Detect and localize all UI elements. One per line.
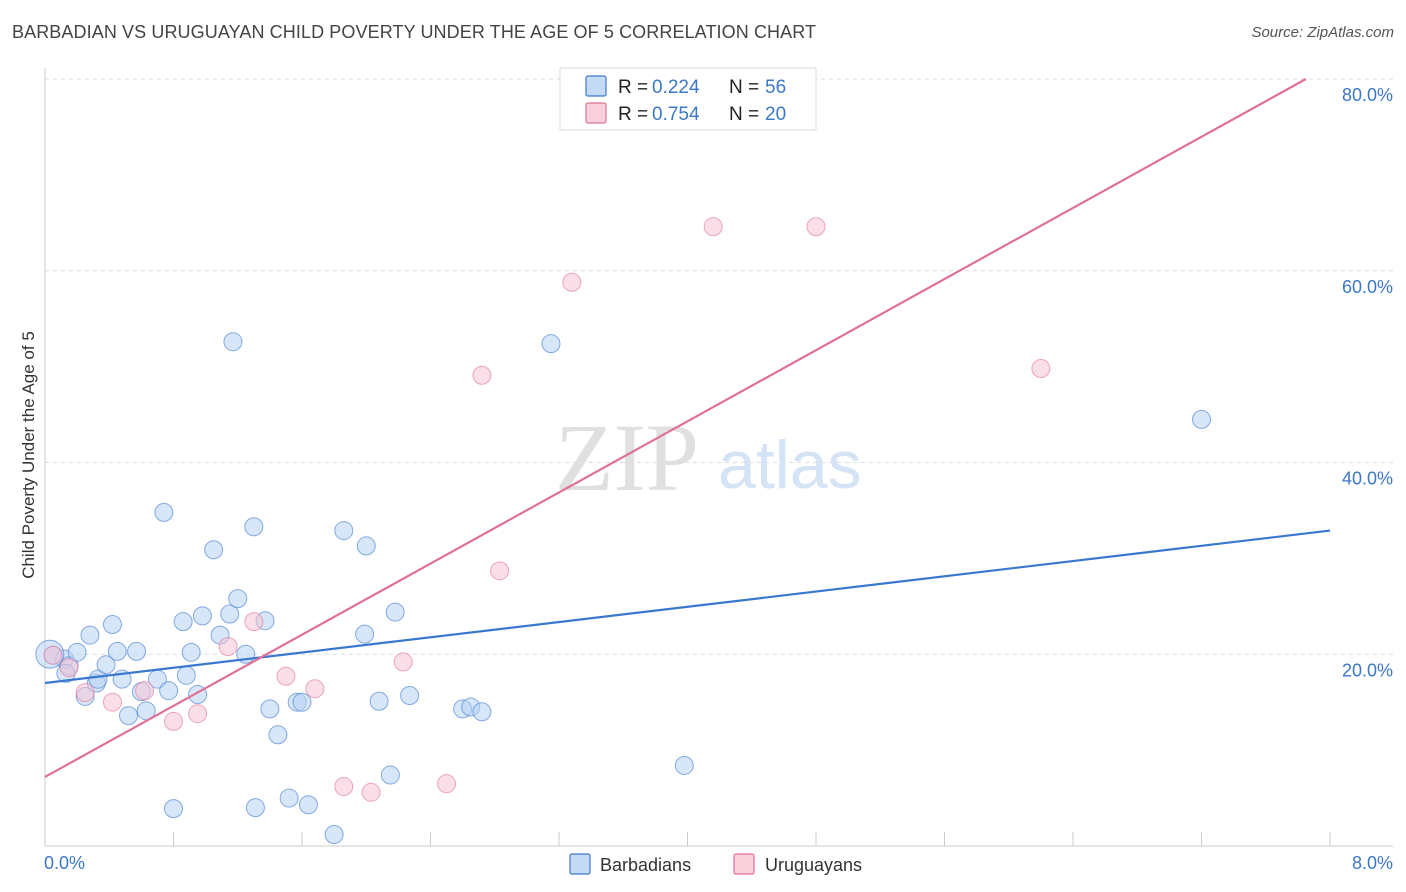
- barbadians-point: [119, 706, 139, 726]
- barbadians-point: [385, 602, 405, 622]
- watermark-zip: ZIP: [555, 404, 699, 511]
- barbadians-point: [268, 725, 288, 745]
- barbadians-point: [204, 540, 224, 560]
- barbadians-point: [244, 517, 264, 537]
- uruguayans-point: [490, 561, 510, 581]
- axes: [44, 68, 1393, 847]
- y-tick-label: 20.0%: [1342, 660, 1393, 680]
- bottom-legend-uruguayans: Uruguayans: [765, 855, 862, 875]
- barbadians-point: [380, 765, 400, 785]
- barbadians-point: [80, 625, 100, 645]
- legend-n-label-2: N =: [729, 104, 759, 125]
- series-legend: Barbadians Uruguayans: [569, 853, 862, 875]
- legend-n-label-1: N =: [729, 77, 759, 98]
- uruguayans-point: [218, 637, 238, 657]
- barbadians-point: [223, 332, 243, 352]
- uruguayans-point: [164, 711, 183, 731]
- x-tick-label: 8.0%: [1352, 853, 1393, 873]
- barbadians-point: [159, 681, 179, 701]
- legend-swatch-barbadians: [585, 75, 607, 97]
- source-credit: Source: ZipAtlas.com: [1251, 24, 1394, 41]
- uruguayans-point: [59, 658, 79, 678]
- barbadians-point: [173, 612, 193, 632]
- barbadians-point: [67, 642, 87, 662]
- uruguayans-point: [806, 217, 826, 237]
- barbadians-point: [298, 795, 318, 815]
- barbadians-point: [400, 685, 420, 705]
- legend-r-value-2: 0.754: [652, 104, 700, 125]
- barbadians-point: [674, 755, 694, 775]
- watermark-atlas: atlas: [718, 427, 862, 503]
- uruguayans-point: [102, 692, 122, 712]
- uruguayans-point: [276, 666, 296, 686]
- legend-r-label-2: R =: [618, 104, 648, 125]
- barbadians-point: [176, 665, 196, 685]
- uruguayans-point: [334, 777, 354, 797]
- barbadians-point: [292, 692, 312, 712]
- y-axis-label: Child Poverty Under the Age of 5: [19, 331, 38, 579]
- barbadians-point: [355, 624, 375, 644]
- uruguayans-point: [393, 652, 413, 672]
- uruguayans-point: [135, 681, 155, 701]
- barbadians-point: [102, 615, 122, 635]
- uruguayans-point: [437, 774, 457, 794]
- barbadians-point: [245, 798, 265, 818]
- barbadians-point: [324, 824, 344, 844]
- barbadians-point: [472, 702, 492, 722]
- uruguayans-point: [703, 217, 723, 237]
- barbadians-point: [369, 691, 389, 711]
- legend-n-value-2: 20: [765, 104, 786, 125]
- correlation-legend: R = 0.224 N = 56 R = 0.754 N = 20: [559, 67, 817, 131]
- barbadians-point: [107, 641, 127, 661]
- barbadians-point: [228, 589, 248, 609]
- uruguayans-point: [188, 704, 208, 724]
- watermark: ZIP atlas: [555, 404, 862, 511]
- barbadians-point: [181, 642, 201, 662]
- uruguayans-points: [43, 217, 1051, 802]
- uruguayans-trend-line: [44, 78, 1307, 778]
- uruguayans-point: [1031, 359, 1051, 379]
- y-tick-label: 60.0%: [1342, 277, 1393, 297]
- x-tick-label: 0.0%: [44, 853, 85, 873]
- legend-r-label-1: R =: [618, 77, 648, 98]
- bottom-legend-swatch-barbadians: [569, 853, 591, 875]
- legend-r-value-1: 0.224: [652, 77, 700, 98]
- gridlines: [45, 78, 1393, 655]
- barbadians-point: [541, 334, 561, 354]
- barbadians-point: [88, 669, 108, 689]
- barbadians-point: [334, 521, 354, 541]
- barbadians-point: [260, 699, 280, 719]
- y-tick-label: 40.0%: [1342, 469, 1393, 489]
- barbadians-point: [127, 641, 147, 661]
- tick-labels: 20.0% 40.0% 60.0% 80.0% 0.0% 8.0%: [44, 85, 1393, 873]
- uruguayans-point: [244, 612, 264, 632]
- legend-n-value-1: 56: [765, 77, 786, 98]
- uruguayans-point: [43, 645, 63, 665]
- y-tick-label: 80.0%: [1342, 85, 1393, 105]
- bottom-legend-swatch-uruguayans: [733, 853, 755, 875]
- barbadians-point: [192, 606, 212, 626]
- barbadians-point: [279, 788, 299, 808]
- trend-lines: [44, 78, 1331, 778]
- barbadians-point: [220, 604, 240, 624]
- barbadians-point: [154, 502, 174, 522]
- uruguayans-point: [75, 683, 95, 703]
- bottom-legend-barbadians: Barbadians: [600, 855, 691, 875]
- uruguayans-point: [562, 272, 582, 292]
- barbadians-point: [96, 655, 116, 675]
- barbadians-point: [1192, 409, 1211, 429]
- uruguayans-point: [472, 365, 492, 385]
- barbadians-point: [164, 799, 183, 819]
- uruguayans-point: [305, 679, 325, 699]
- legend-swatch-uruguayans: [585, 102, 607, 124]
- barbadians-point: [356, 536, 376, 556]
- chart-title: BARBADIAN VS URUGUAYAN CHILD POVERTY UND…: [12, 22, 817, 42]
- uruguayans-point: [361, 782, 381, 802]
